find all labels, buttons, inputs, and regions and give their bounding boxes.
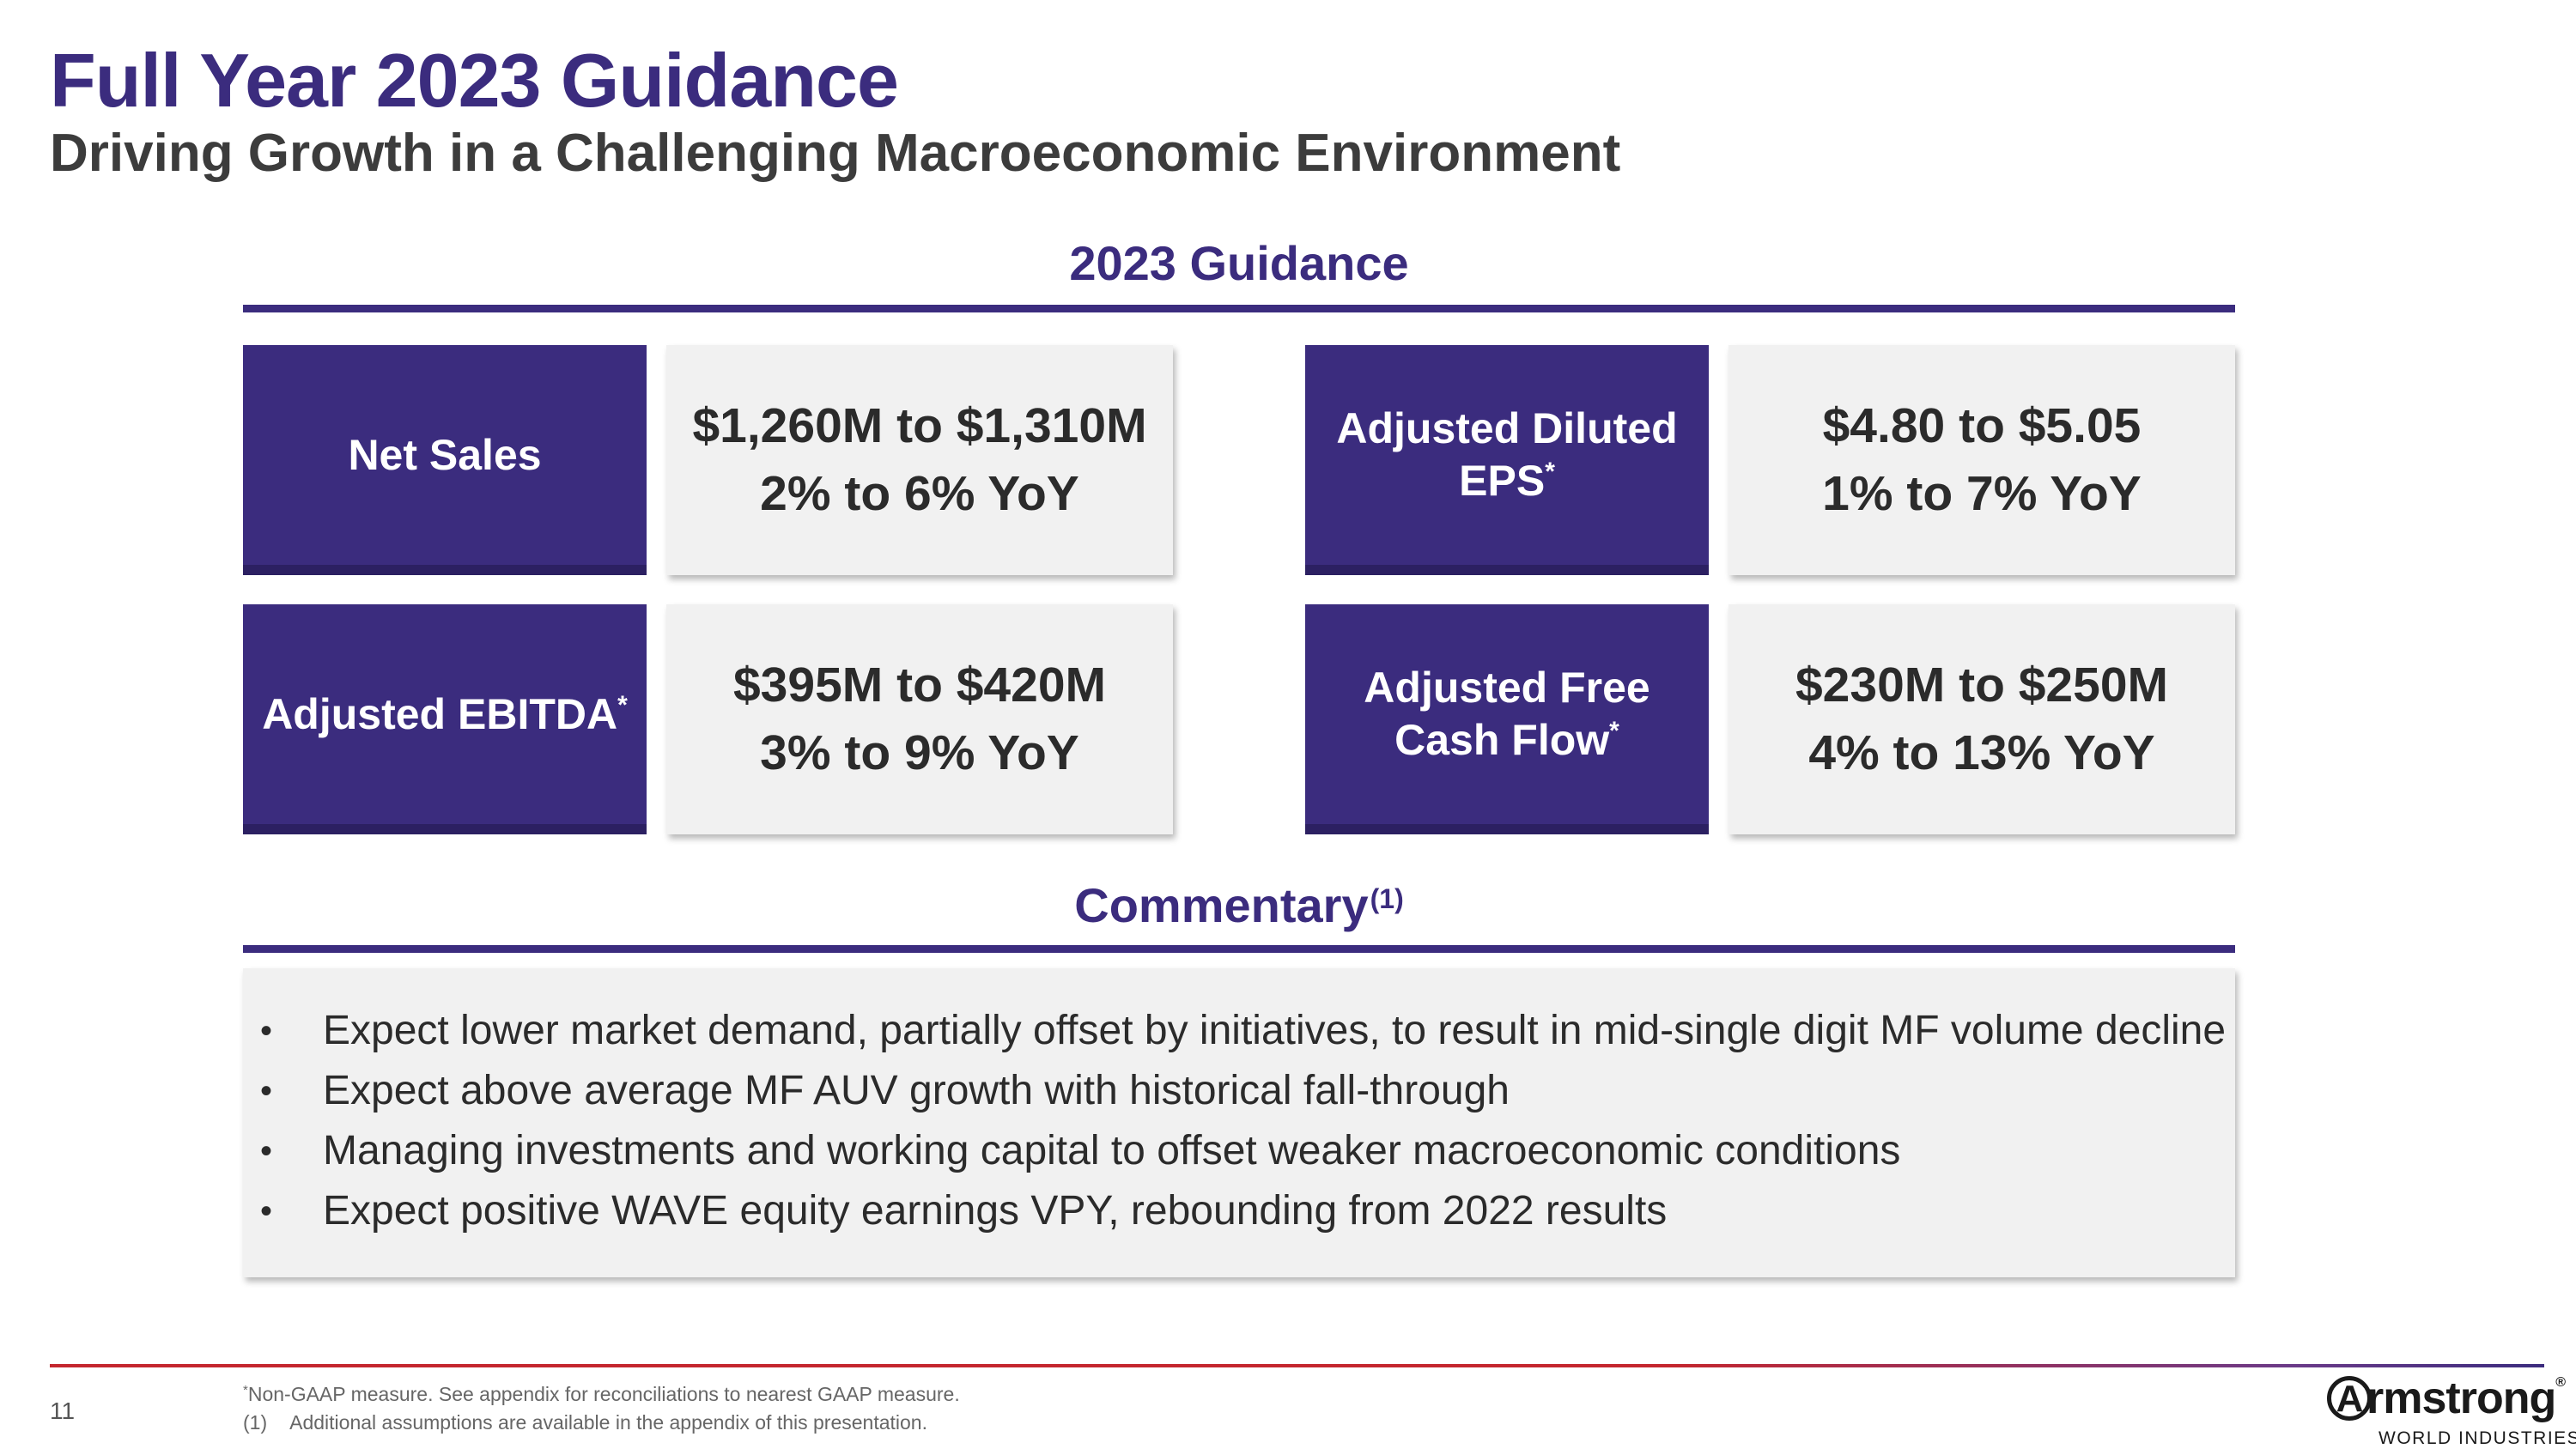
adjusted-eps-label: Adjusted Diluted EPS* xyxy=(1305,345,1709,575)
adjusted-eps-range: $4.80 to $5.05 xyxy=(1822,398,2142,454)
guidance-heading-text: 2023 Guidance xyxy=(1069,236,1409,290)
net-sales-range: $1,260M to $1,310M xyxy=(692,398,1147,454)
adjusted-ebitda-range: $395M to $420M xyxy=(732,658,1107,713)
registered-mark: ® xyxy=(2555,1375,2566,1390)
guidance-heading: 2023 Guidance xyxy=(243,237,2235,290)
commentary-heading-text: Commentary xyxy=(1074,878,1369,932)
adjusted-eps-label-line2: EPS xyxy=(1459,457,1546,505)
commentary-panel: • Expect lower market demand, partially … xyxy=(243,968,2235,1277)
page-subtitle: Driving Growth in a Challenging Macroeco… xyxy=(50,124,1621,183)
adjusted-fcf-label: Adjusted Free Cash Flow* xyxy=(1305,604,1709,834)
list-item: • Expect above average MF AUV growth wit… xyxy=(243,1061,2235,1121)
adjusted-eps-label-line1: Adjusted Diluted xyxy=(1336,404,1678,452)
footer-divider xyxy=(50,1364,2544,1367)
adjusted-fcf-label-line1: Adjusted Free xyxy=(1364,664,1650,712)
logo-wordmark: rmstrong xyxy=(2366,1373,2556,1423)
footnote-1-text: Additional assumptions are available in … xyxy=(289,1411,927,1434)
adjusted-eps-value: $4.80 to $5.05 1% to 7% YoY xyxy=(1728,345,2235,575)
commentary-divider xyxy=(243,945,2235,953)
adjusted-ebitda-label: Adjusted EBITDA* xyxy=(243,604,647,834)
bullet-text: Expect lower market demand, partially of… xyxy=(323,1008,2227,1053)
non-gaap-asterisk: * xyxy=(1609,717,1619,745)
non-gaap-asterisk: * xyxy=(1545,458,1555,486)
net-sales-value: $1,260M to $1,310M 2% to 6% YoY xyxy=(666,345,1173,575)
bullet-icon: • xyxy=(260,1072,273,1110)
commentary-heading: Commentary(1) xyxy=(243,879,2235,932)
footnote-star: * xyxy=(243,1383,248,1397)
bullet-icon: • xyxy=(260,1132,273,1170)
commentary-footnote-ref: (1) xyxy=(1370,883,1404,914)
adjusted-ebitda-label-text: Adjusted EBITDA xyxy=(262,689,618,738)
list-item: • Expect lower market demand, partially … xyxy=(243,1001,2235,1061)
adjusted-ebitda-yoy: 3% to 9% YoY xyxy=(760,725,1079,780)
adjusted-fcf-label-line2: Cash Flow xyxy=(1394,716,1610,764)
page-number: 11 xyxy=(50,1397,76,1424)
footnote-non-gaap: *Non-GAAP measure. See appendix for reco… xyxy=(243,1383,960,1407)
guidance-divider xyxy=(243,305,2235,312)
footnote-1-marker: (1) xyxy=(243,1411,268,1434)
adjusted-fcf-yoy: 4% to 13% YoY xyxy=(1808,725,2155,780)
net-sales-label-text: Net Sales xyxy=(348,430,542,479)
bullet-icon: • xyxy=(260,1192,273,1230)
adjusted-fcf-value: $230M to $250M 4% to 13% YoY xyxy=(1728,604,2235,834)
logo-tagline: WORLD INDUSTRIES xyxy=(2379,1428,2576,1448)
non-gaap-asterisk: * xyxy=(617,690,628,719)
net-sales-yoy: 2% to 6% YoY xyxy=(760,466,1079,521)
list-item: • Managing investments and working capit… xyxy=(243,1121,2235,1181)
adjusted-fcf-range: $230M to $250M xyxy=(1795,658,2169,713)
adjusted-eps-yoy: 1% to 7% YoY xyxy=(1822,466,2142,521)
logo-letter-icon: A xyxy=(2327,1376,2372,1421)
net-sales-label: Net Sales xyxy=(243,345,647,575)
bullet-text: Managing investments and working capital… xyxy=(323,1128,1901,1173)
page-title: Full Year 2023 Guidance xyxy=(50,38,899,123)
bullet-text: Expect positive WAVE equity earnings VPY… xyxy=(323,1188,1668,1234)
footnote-1: (1) Additional assumptions are available … xyxy=(243,1411,927,1435)
bullet-text: Expect above average MF AUV growth with … xyxy=(323,1068,1510,1113)
list-item: • Expect positive WAVE equity earnings V… xyxy=(243,1181,2235,1241)
adjusted-ebitda-value: $395M to $420M 3% to 9% YoY xyxy=(666,604,1173,834)
armstrong-logo: Armstrong® xyxy=(2327,1373,2566,1423)
bullet-icon: • xyxy=(260,1012,273,1050)
footnote-non-gaap-text: Non-GAAP measure. See appendix for recon… xyxy=(247,1383,960,1405)
